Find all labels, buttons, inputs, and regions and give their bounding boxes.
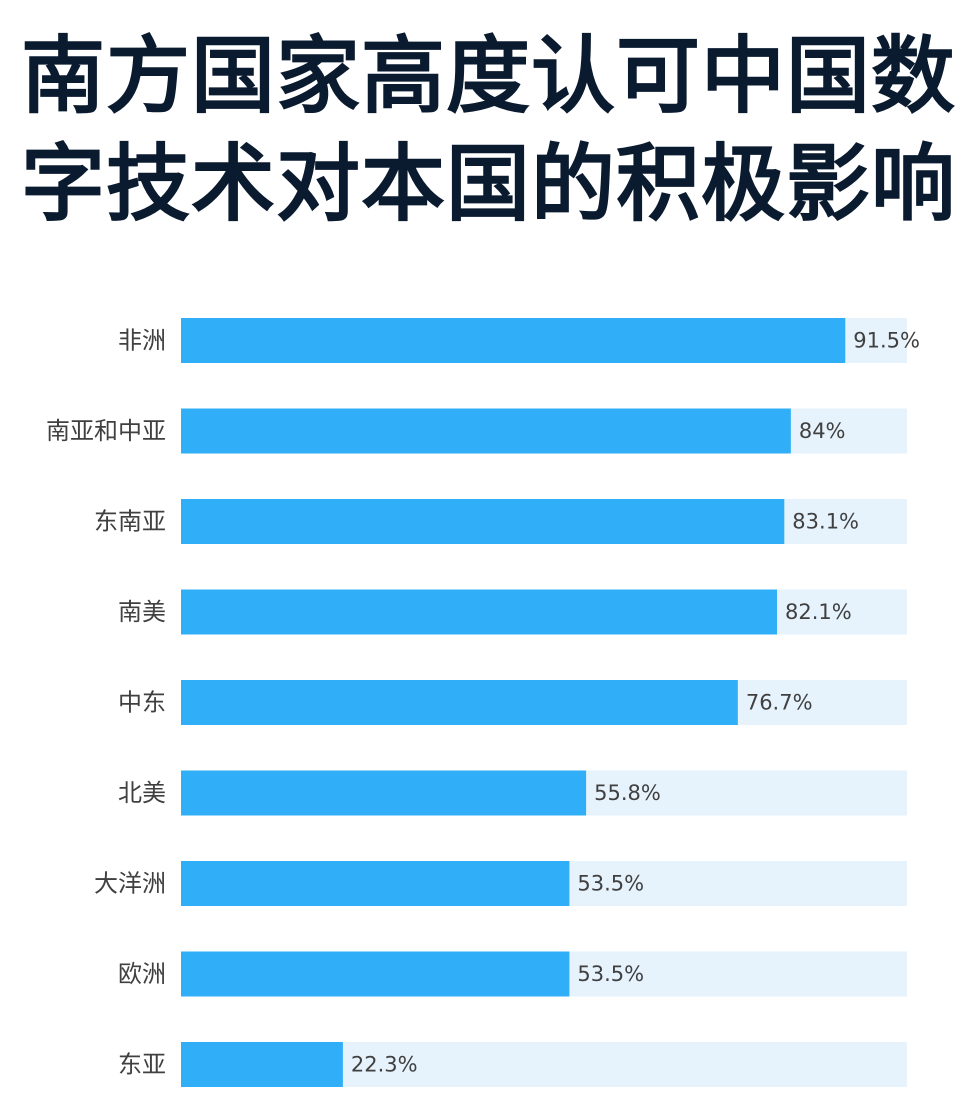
bar	[181, 951, 570, 997]
value-label: 76.7%	[746, 691, 813, 715]
category-label: 南亚和中亚	[46, 417, 166, 445]
category-label: 东亚	[118, 1051, 166, 1079]
value-label: 53.5%	[577, 962, 644, 986]
title-line-2: 字技术对本国的积极影响	[20, 135, 956, 233]
value-label: 82.1%	[785, 600, 852, 624]
value-label: 55.8%	[594, 781, 661, 805]
bar	[181, 408, 791, 454]
category-label: 中东	[118, 689, 166, 717]
value-label: 91.5%	[853, 329, 920, 353]
value-label: 83.1%	[792, 510, 859, 534]
bar	[181, 589, 778, 635]
category-label: 南美	[118, 598, 166, 626]
chart-title: 南方国家高度认可中国数 字技术对本国的积极影响	[0, 22, 977, 238]
bar	[181, 318, 846, 363]
bar	[181, 499, 785, 544]
category-label: 欧洲	[118, 960, 166, 988]
bar	[181, 1042, 343, 1087]
value-label: 22.3%	[351, 1053, 418, 1077]
title-line-1: 南方国家高度认可中国数	[20, 27, 956, 125]
bar	[181, 770, 587, 816]
value-label: 84%	[799, 419, 846, 443]
value-label: 53.5%	[577, 872, 644, 896]
category-label: 非洲	[118, 327, 166, 355]
bar	[181, 680, 738, 725]
category-label: 大洋洲	[94, 870, 166, 898]
category-label: 东南亚	[94, 508, 166, 536]
category-label: 北美	[118, 779, 166, 807]
bar	[181, 861, 570, 906]
